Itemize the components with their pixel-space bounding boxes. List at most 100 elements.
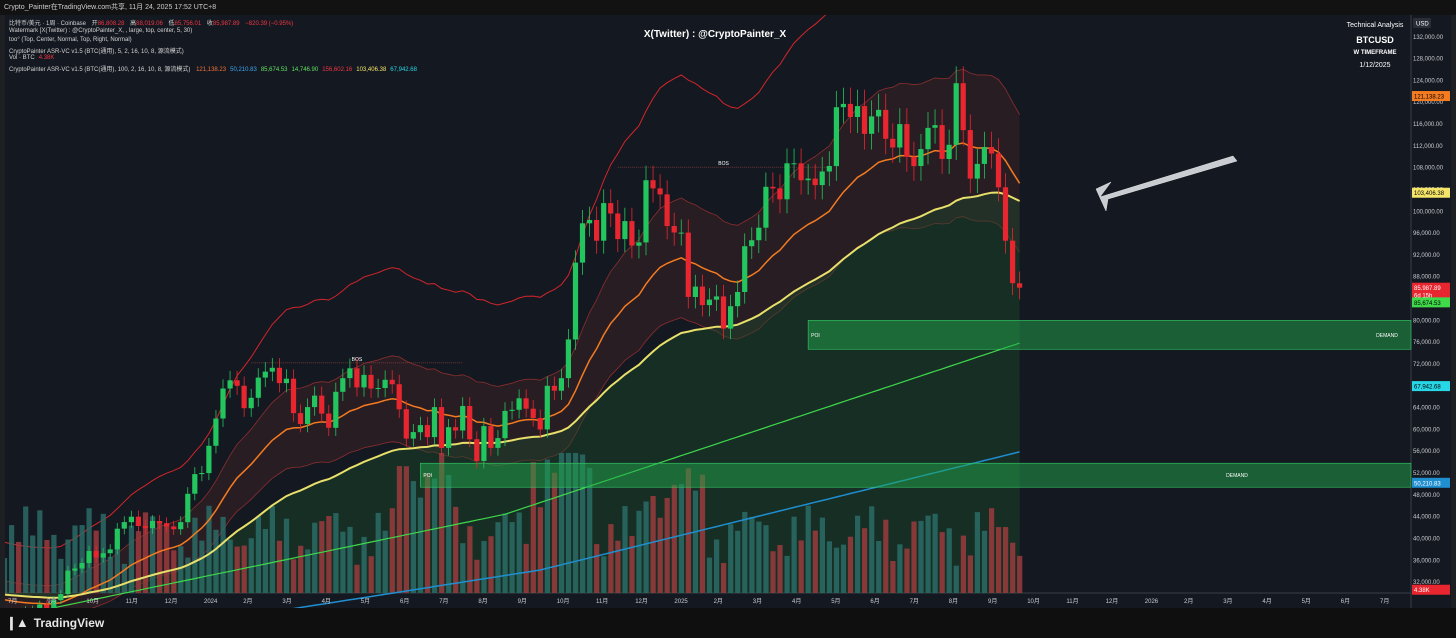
- symbol-legend[interactable]: 比特币/美元 · 1周 · Coinbase 开86,808.28 高88,01…: [9, 18, 297, 27]
- volume-bar: [199, 540, 205, 593]
- volume-bar: [685, 468, 691, 593]
- candle-body: [319, 395, 325, 414]
- candle-body: [967, 130, 973, 179]
- volume-bar: [558, 453, 565, 593]
- volume-value: 4.38K: [38, 55, 55, 61]
- asr-vc-indicator-legend-1[interactable]: CryptoPainter ASR-VC v1.5 (BTC(通用), 5, 2…: [9, 49, 184, 55]
- close-value: 85,987.89: [212, 21, 240, 27]
- asr-vc-indicator-legend-2[interactable]: CryptoPainter ASR-VC v1.5 (BTC(通用), 100,…: [9, 64, 421, 73]
- volume-bar: [706, 557, 713, 593]
- price-tick-label: 32,000.00: [1413, 580, 1440, 586]
- volume-bar: [833, 547, 840, 593]
- time-tick-label: 5月: [831, 598, 840, 605]
- volume-bar: [347, 526, 353, 593]
- candle-body: [403, 409, 409, 439]
- candle-body: [925, 127, 931, 150]
- volume-bar: [742, 511, 748, 593]
- volume-bar: [643, 501, 649, 593]
- candle-body: [135, 516, 141, 526]
- candle-body: [1017, 283, 1023, 288]
- volume-bar: [375, 512, 381, 593]
- volume-bar: [883, 519, 889, 593]
- time-tick-label: 10月: [1027, 598, 1040, 605]
- tradingview-logo[interactable]: ❙▲ TradingView: [6, 615, 104, 631]
- time-tick-label: 9月: [988, 598, 997, 605]
- candle-body: [579, 223, 586, 263]
- asr-vc-params: CryptoPainter ASR-VC v1.5 (BTC(通用), 100,…: [9, 67, 191, 73]
- volume-bar: [862, 528, 868, 593]
- time-tick-label: 2月: [1184, 598, 1193, 605]
- too-indicator-legend[interactable]: too° (Top, Center, Normal, Top, Right, N…: [9, 37, 132, 43]
- price-tick-label: 112,000.00: [1413, 144, 1443, 150]
- currency-badge: [1413, 18, 1431, 28]
- ma-blue-line: [292, 451, 1020, 608]
- price-axis: 132,000.00 128,000.00 124,000.00 120,000.00…: [1413, 35, 1444, 586]
- candle-body: [417, 425, 423, 433]
- candle-body: [594, 220, 600, 241]
- candle-body: [939, 125, 945, 159]
- candle-body: [382, 379, 388, 388]
- candle-body: [178, 522, 184, 530]
- bos-label: BOS: [718, 161, 729, 167]
- volume-bar: [664, 498, 670, 593]
- volume-bar: [847, 536, 854, 593]
- chart-canvas[interactable]: DEMANDPOIDEMANDPOIBOSBOS132,000.00128,00…: [5, 15, 1451, 608]
- volume-bar: [1017, 555, 1023, 593]
- time-tick-label: 9月: [518, 598, 527, 605]
- symbol-label[interactable]: 比特币/美元 · 1周 · Coinbase: [9, 21, 87, 27]
- watermark-indicator-legend[interactable]: Watermark [X(Twitter) : @CryptoPainter_X…: [9, 28, 193, 34]
- candle-body: [953, 83, 959, 145]
- volume-bar: [192, 517, 198, 593]
- candle-body: [904, 124, 910, 157]
- candle-body: [692, 286, 698, 297]
- price-tick-label: 52,000.00: [1413, 471, 1440, 477]
- volume-bar: [58, 558, 64, 593]
- volume-bar: [636, 510, 642, 593]
- volume-bar: [502, 513, 508, 593]
- ma-orange-line: [5, 142, 1021, 605]
- candle-body: [509, 409, 515, 411]
- title-bar: Crypto_Painter在TradingView.com共享, 11月 24…: [0, 0, 1456, 15]
- volume-legend[interactable]: Vol · BTC 4.38K: [9, 55, 58, 61]
- candle-body: [883, 109, 889, 139]
- candle-body: [227, 380, 233, 389]
- candle-body: [375, 388, 381, 389]
- time-tick-label: 7月: [1380, 598, 1389, 605]
- candle-body: [1002, 187, 1009, 241]
- time-tick-label: 7月: [910, 598, 919, 605]
- price-label-bg: [1412, 477, 1450, 488]
- candles: [11, 66, 1023, 608]
- volume-bar: [615, 540, 621, 593]
- price-tick-label: 80,000.00: [1413, 318, 1440, 324]
- time-tick-label: 12月: [635, 598, 648, 605]
- candle-body: [446, 427, 452, 448]
- volume-bar: [481, 541, 487, 593]
- candle-body: [1010, 240, 1016, 284]
- candle-body: [833, 107, 839, 167]
- volume-bar: [974, 512, 980, 593]
- candle-body: [297, 413, 304, 424]
- volume-bar: [262, 529, 268, 593]
- asr-vc-value-6: 67,942.68: [390, 67, 417, 73]
- volume-bar: [897, 544, 903, 593]
- asr-vc-value-4: 156,602.16: [322, 67, 353, 73]
- volume-bar: [340, 531, 346, 593]
- volume-bar: [114, 538, 120, 593]
- candle-body: [44, 604, 50, 608]
- chart-area[interactable]: DEMANDPOIDEMANDPOIBOSBOS132,000.00128,00…: [5, 15, 1451, 608]
- volume-bar: [509, 522, 515, 593]
- candle-body: [107, 549, 113, 554]
- candle-body: [636, 242, 642, 246]
- volume-bar: [996, 527, 1002, 593]
- time-axis: 7月 9月 10月 11月 12月 2024 2月 3月 4月 5月 6月 7月 8月 9月 10月 11月 1…: [8, 598, 1389, 605]
- candle-body: [192, 474, 198, 494]
- volume-bar: [918, 520, 924, 593]
- volume-bar: [291, 559, 297, 593]
- high-value: 88,019.06: [136, 21, 163, 27]
- candle-body: [763, 186, 769, 228]
- volume-bar: [692, 490, 699, 593]
- footer: ❙▲ TradingView: [0, 608, 1456, 638]
- volume-bar: [446, 474, 452, 593]
- volume-bar: [953, 565, 959, 593]
